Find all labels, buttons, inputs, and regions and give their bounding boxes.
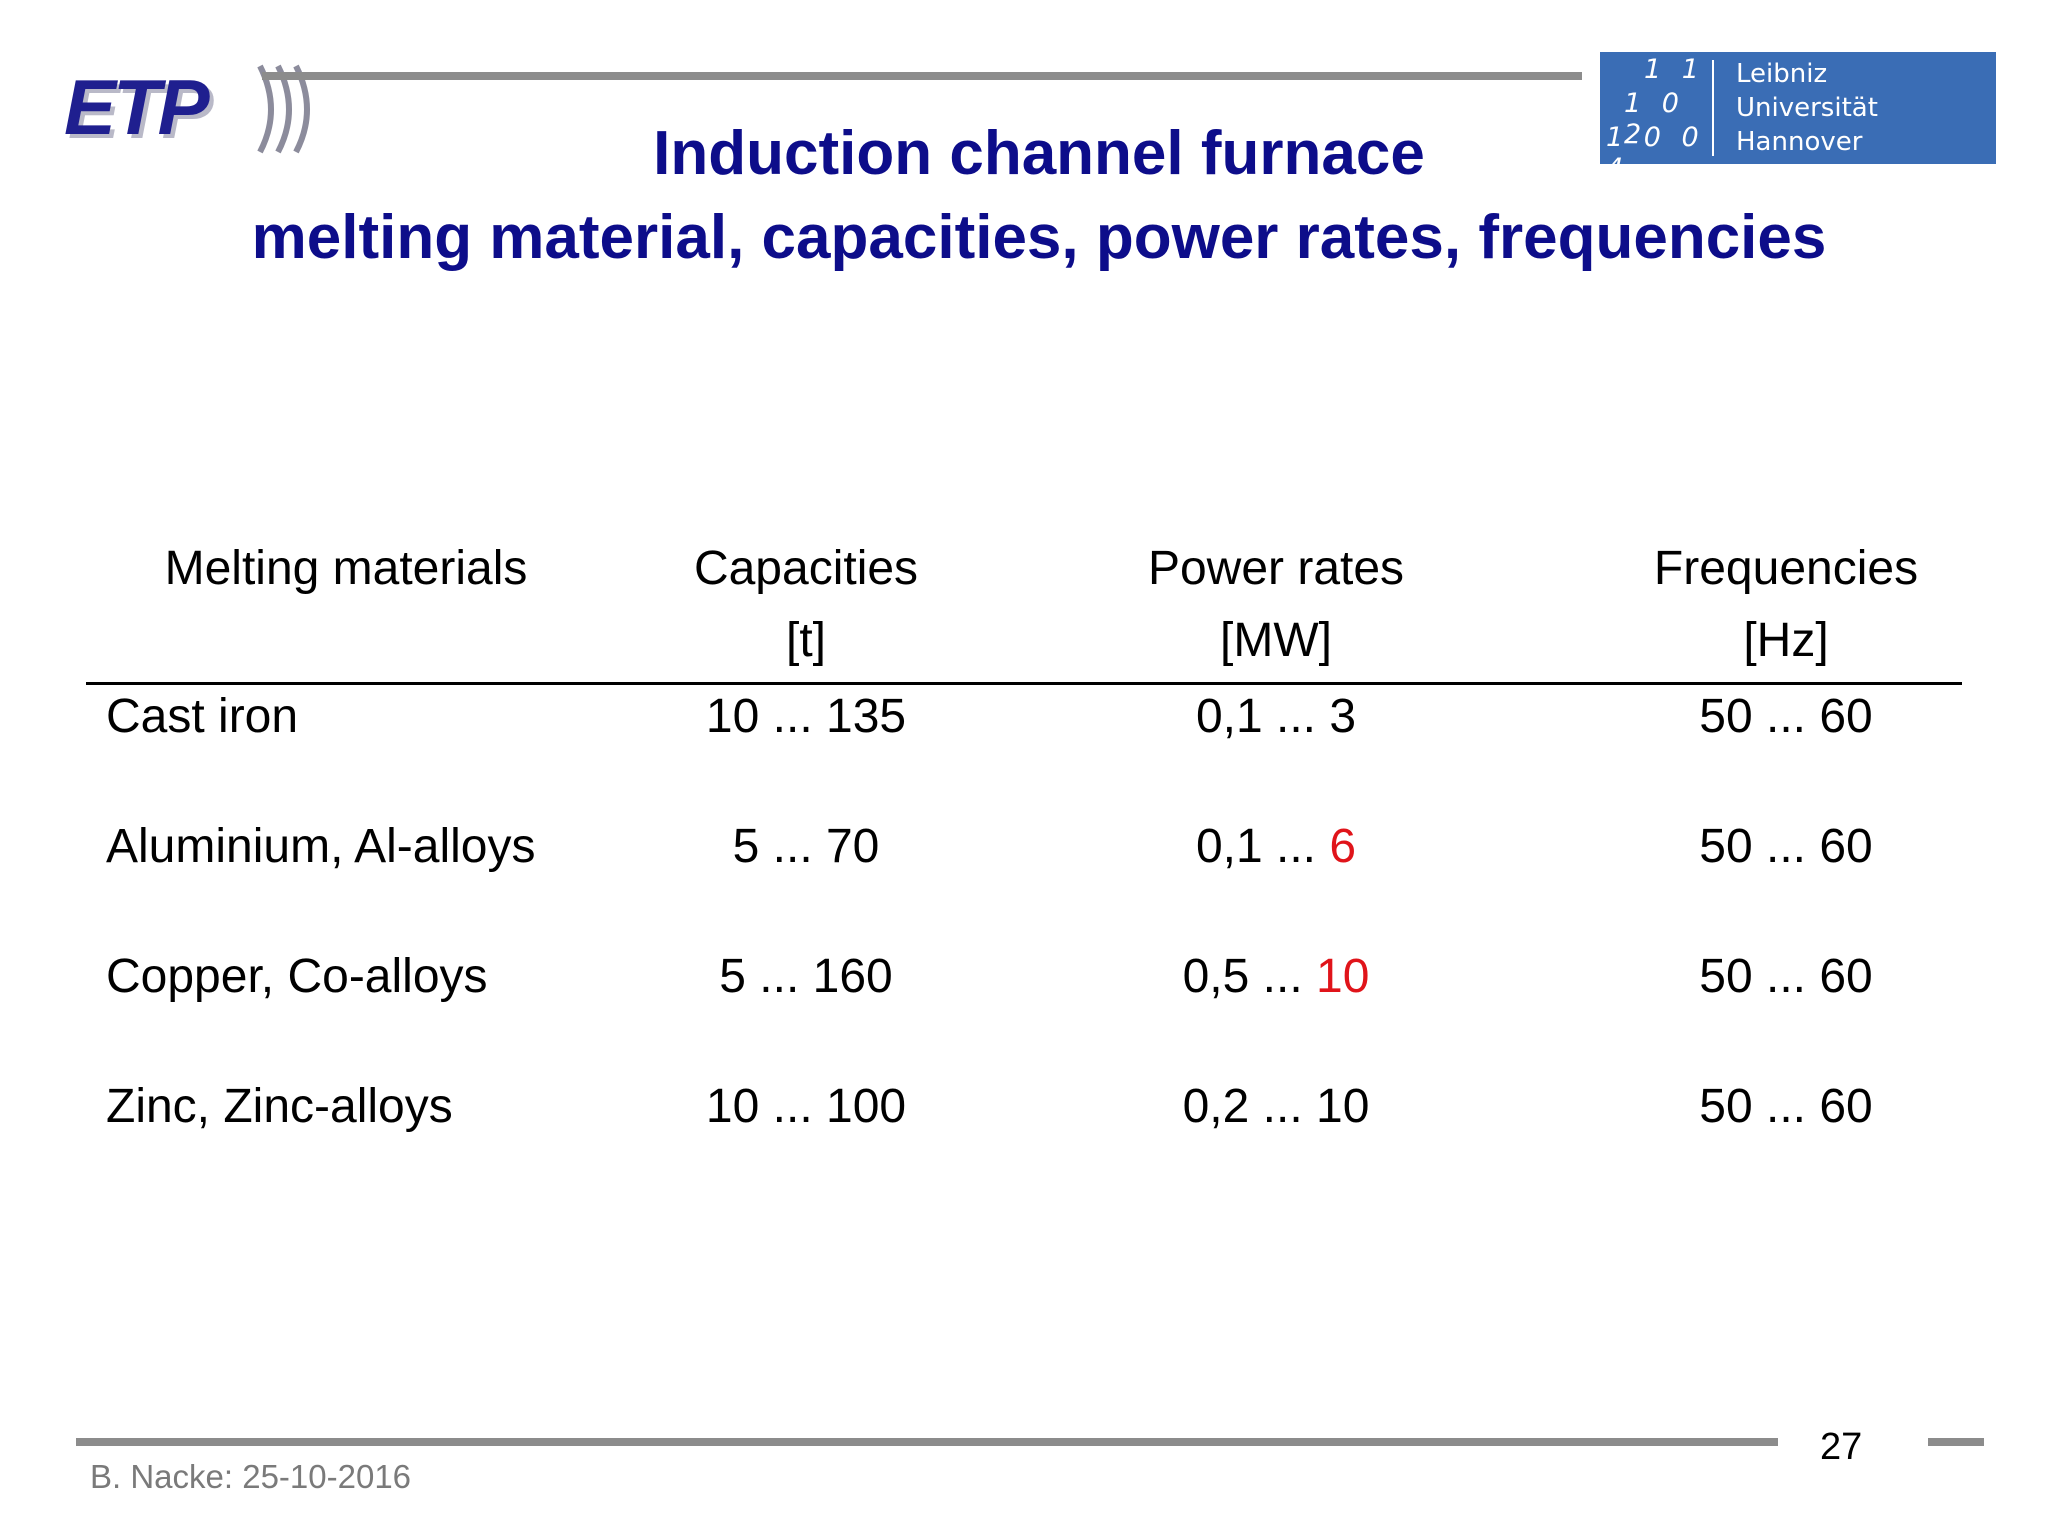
cell-material: Zinc, Zinc-alloys: [106, 1080, 453, 1133]
table-row: Cast iron 10 ... 135 0,1 ... 3 50 ... 60: [86, 688, 1962, 818]
table-row: Zinc, Zinc-alloys 10 ... 100 0,2 ... 10 …: [86, 1078, 1962, 1208]
luh-name-line: Leibniz: [1736, 59, 1828, 89]
table-header-rule: [86, 682, 1962, 685]
slide-title: Induction channel furnace: [653, 119, 1425, 188]
power-max: 10: [1316, 1080, 1370, 1133]
luh-logo-name: Leibniz Universität Hannover: [1736, 57, 1878, 159]
cell-frequency: 50 ... 60: [1699, 950, 1873, 1003]
header-power-rates-unit: [MW]: [1220, 614, 1332, 667]
cell-capacity: 5 ... 160: [719, 950, 893, 1003]
footer-divider: [76, 1438, 1778, 1446]
luh-name-line: Universität: [1736, 93, 1878, 123]
cell-material: Copper, Co-alloys: [106, 950, 488, 1003]
power-max-highlight: 6: [1329, 820, 1357, 873]
cell-capacity: 5 ... 70: [732, 820, 880, 873]
luh-digit-row: 1 0 0 4: [1606, 122, 1705, 184]
header-frequencies-unit: [Hz]: [1743, 614, 1829, 667]
slide-subtitle: melting material, capacities, power rate…: [251, 203, 1827, 272]
cell-frequency: 50 ... 60: [1699, 1080, 1873, 1133]
furnace-data-table: Melting materials Capacities [t] Power r…: [86, 540, 1962, 1208]
cell-frequency: 50 ... 60: [1699, 690, 1873, 743]
luh-logo-digits: 1 1 1 0 2 1 0 0 4: [1600, 52, 1714, 184]
table-row: Aluminium, Al-alloys 5 ... 70 0,1 ... 6 …: [86, 818, 1962, 948]
luh-logo-divider: [1712, 60, 1714, 156]
luh-logo: 1 1 1 0 2 1 0 0 4 Leibniz Universität Ha…: [1600, 52, 1996, 184]
header-frequencies: Frequencies: [1653, 542, 1919, 595]
power-max: 3: [1329, 690, 1357, 743]
power-min: 0,5 ...: [1182, 950, 1303, 1003]
cell-material: Aluminium, Al-alloys: [106, 820, 536, 873]
footer-credit: B. Nacke: 25-10-2016: [90, 1458, 412, 1495]
cell-power-rate: 0,2 ... 10: [1046, 1078, 1506, 1136]
header-materials: Melting materials: [164, 542, 528, 595]
power-max-highlight: 10: [1316, 950, 1370, 1003]
power-min: 0,1 ...: [1195, 690, 1317, 743]
cell-power-rate: 0,1 ... 3: [1046, 688, 1506, 746]
page-number: 27: [1820, 1426, 1863, 1468]
luh-name-line: Hannover: [1736, 127, 1863, 157]
luh-digit-row: 1 1: [1644, 54, 1705, 85]
header-capacities-unit: [t]: [785, 614, 826, 667]
cell-frequency: 50 ... 60: [1699, 820, 1873, 873]
cell-power-rate: 0,1 ... 6: [1046, 818, 1506, 876]
cell-power-rate: 0,5 ... 10: [1046, 948, 1506, 1006]
top-divider: [262, 72, 1582, 80]
etp-logo-text: ETP: [64, 63, 210, 151]
cell-capacity: 10 ... 100: [705, 1080, 907, 1133]
power-min: 0,1 ...: [1195, 820, 1317, 873]
footer-divider-right: [1928, 1438, 1984, 1446]
header-power-rates: Power rates: [1147, 542, 1405, 595]
power-min: 0,2 ...: [1182, 1080, 1303, 1133]
table-row: Copper, Co-alloys 5 ... 160 0,5 ... 10 5…: [86, 948, 1962, 1078]
cell-capacity: 10 ... 135: [705, 690, 907, 743]
table-header-row: Melting materials Capacities [t] Power r…: [86, 540, 1962, 688]
cell-material: Cast iron: [106, 690, 299, 743]
luh-digit-row: 1 0 2: [1624, 88, 1685, 150]
header-capacities: Capacities: [693, 542, 919, 595]
